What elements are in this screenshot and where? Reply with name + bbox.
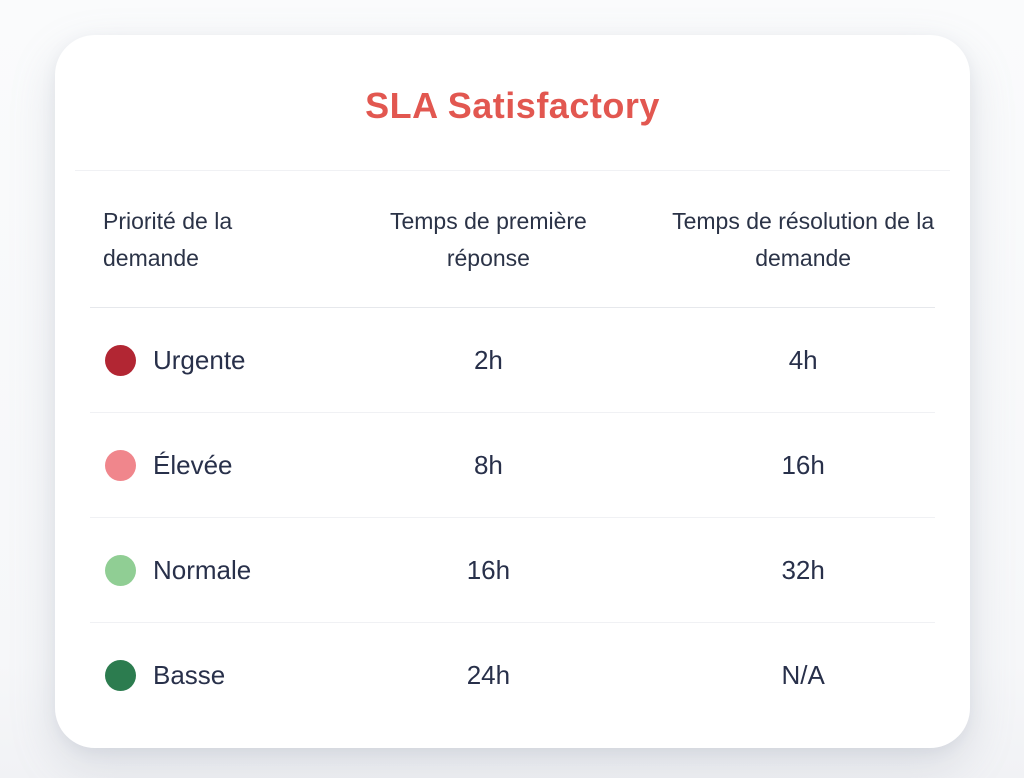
resolution-value: 32h [781,554,825,585]
table-row-elevee: Élevée 8h 16h [90,413,935,518]
table-row-urgente: Urgente 2h 4h [90,308,935,413]
priority-cell: Urgente [90,344,305,376]
priority-label: Élevée [153,449,233,480]
first-response-value: 24h [466,660,511,690]
resolution-value: 4h [788,344,818,375]
first-response-value: 2h [473,344,503,375]
priority-cell: Élevée [90,449,305,481]
column-header-first-response: Temps de première réponse [389,208,587,271]
table-header-row: Priorité de la demande Temps de première… [90,171,935,308]
page-title: SLA Satisfactory [365,85,660,126]
priority-label: Urgente [153,344,246,375]
resolution-value: 16h [781,449,825,480]
priority-label: Normale [153,554,252,585]
sla-table: Priorité de la demande Temps de première… [90,171,935,728]
title-divider [75,170,950,171]
priority-dot-elevee [105,449,136,481]
priority-cell: Normale [90,554,305,586]
table-row-normale: Normale 16h 32h [90,518,935,623]
first-response-value: 8h [473,449,503,480]
priority-dot-basse [105,660,136,691]
priority-label: Basse [153,660,226,690]
table-row-basse: Basse 24h N/A [90,623,935,728]
resolution-value: N/A [781,660,825,690]
column-header-resolution: Temps de résolution de la demande [672,208,935,271]
priority-dot-normale [105,554,136,586]
priority-cell: Basse [90,660,305,691]
sla-card: SLA Satisfactory Priorité de la demande … [55,35,970,748]
column-header-priority: Priorité de la demande [103,208,233,271]
first-response-value: 16h [466,554,511,585]
priority-dot-urgente [105,344,136,376]
